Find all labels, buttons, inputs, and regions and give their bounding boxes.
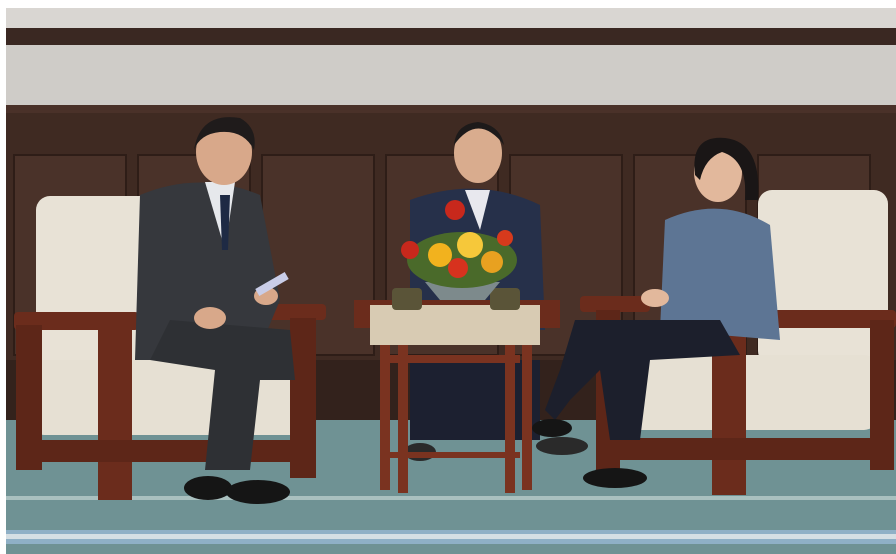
blazer (660, 208, 780, 340)
side-table (354, 200, 560, 493)
shoe (536, 437, 588, 455)
chair-leg (98, 330, 132, 500)
hair (454, 122, 504, 145)
chair-arm (14, 312, 139, 330)
face (454, 123, 502, 183)
carpet-border-pattern (6, 534, 896, 539)
face (196, 119, 252, 185)
shirt (465, 190, 490, 230)
chair-arm (580, 296, 650, 312)
hand (194, 307, 226, 329)
legs (410, 360, 540, 440)
wall-rail (6, 105, 896, 113)
chair-leg (16, 325, 42, 470)
paper (255, 272, 289, 296)
flowers (401, 200, 517, 288)
table-runner (370, 305, 540, 345)
table-leg (398, 345, 408, 493)
teacup (490, 288, 520, 310)
table-rail (390, 355, 520, 363)
teacup (392, 288, 422, 310)
shoe (226, 480, 290, 504)
shoe (532, 419, 572, 437)
flower (445, 200, 465, 220)
right-person (532, 137, 780, 488)
wall-band (6, 45, 896, 105)
table-leg (380, 345, 390, 490)
flower (428, 243, 452, 267)
flower (448, 258, 468, 278)
hand (641, 289, 669, 307)
chair-rail (40, 440, 300, 462)
shoe (583, 468, 647, 488)
shoe (184, 476, 232, 500)
left-person (135, 117, 295, 504)
hair (194, 117, 255, 150)
legs (545, 320, 740, 440)
table-rail (390, 452, 520, 458)
table-leg (505, 345, 515, 493)
wall-top (6, 8, 896, 28)
legs (150, 320, 295, 470)
flower (401, 241, 419, 259)
flower (497, 230, 513, 246)
wall-molding (6, 28, 896, 45)
chair-rail (610, 438, 880, 460)
flower (481, 251, 503, 273)
table-leg (522, 345, 532, 490)
vase (425, 282, 500, 300)
hair (694, 137, 759, 200)
suit (135, 182, 280, 360)
carpet-line (6, 496, 896, 500)
tie (220, 195, 230, 250)
flower (457, 232, 483, 258)
